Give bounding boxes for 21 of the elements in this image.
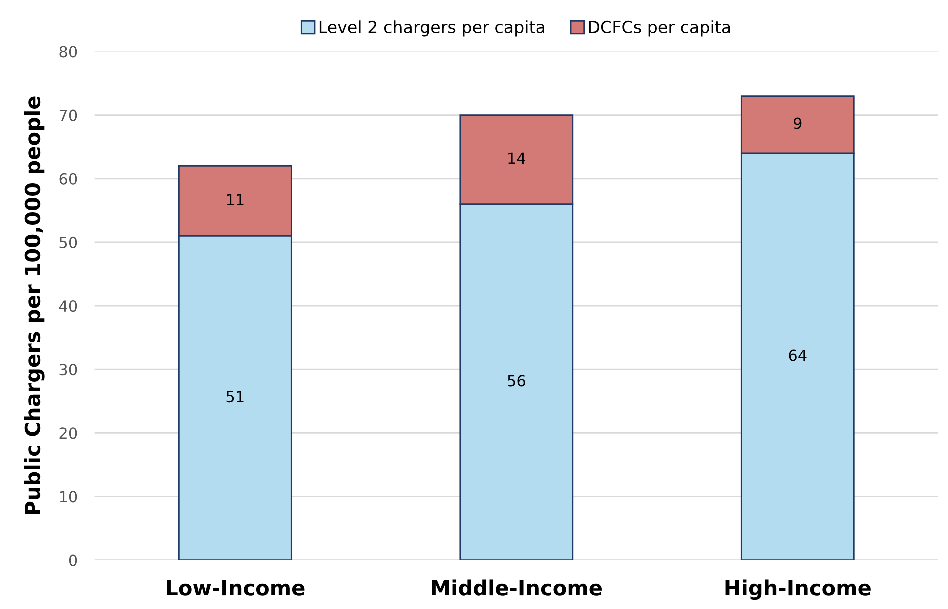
y-axis-title: Public Chargers per 100,000 people bbox=[24, 96, 45, 514]
data-label: 9 bbox=[794, 118, 802, 130]
y-tick-label: 40 bbox=[59, 300, 78, 312]
data-label: 51 bbox=[226, 391, 244, 403]
y-tick-label: 60 bbox=[60, 173, 78, 185]
y-tick-label: 30 bbox=[60, 364, 78, 376]
y-tick-label: 0 bbox=[69, 554, 78, 566]
x-tick-label: Middle-Income bbox=[432, 580, 602, 596]
data-label: 64 bbox=[789, 350, 807, 362]
y-tick-label: 10 bbox=[60, 491, 78, 503]
y-tick-label: 70 bbox=[60, 110, 78, 122]
legend-label: Level 2 chargers per capita bbox=[320, 20, 544, 37]
x-tick-label: High-Income bbox=[726, 580, 871, 600]
y-tick-label: 80 bbox=[60, 46, 78, 58]
x-tick-label: Low-Income bbox=[167, 580, 305, 596]
y-tick-label: 50 bbox=[60, 236, 78, 248]
y-tick-label: 20 bbox=[60, 428, 78, 440]
data-label: 14 bbox=[508, 152, 526, 164]
data-label: 56 bbox=[508, 375, 526, 387]
legend-label: DCFCs per capita bbox=[589, 20, 730, 37]
data-label: 11 bbox=[227, 194, 244, 206]
